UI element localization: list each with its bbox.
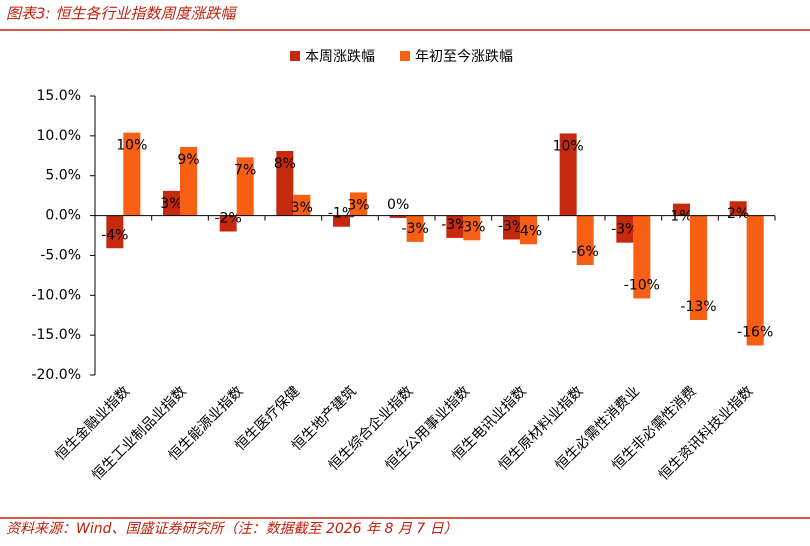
data-label: -3% [611,222,638,238]
data-label: 10% [116,138,147,154]
y-tick-label: 5.0% [45,168,81,184]
data-label: -4% [515,223,542,239]
bar [163,190,180,216]
data-label: -6% [572,244,599,260]
bar [576,215,594,265]
y-tick-label: 0.0% [45,208,81,224]
data-label: -13% [680,299,716,315]
bar [236,157,254,216]
bar [406,215,424,242]
legend-swatch [290,51,300,61]
y-tick-label: 10.0% [37,128,81,144]
bar [520,215,537,245]
legend-label: 年初至今涨跌幅 [415,48,513,65]
chart-title: 图表3: 恒生各行业指数周度涨跌幅 [6,5,238,23]
data-label: -3% [402,221,429,237]
data-label: -3% [441,217,468,233]
legend-label: 本周涨跌幅 [305,49,375,65]
data-label: -4% [101,227,128,243]
bar [123,132,141,216]
bar [559,133,577,216]
bar [690,215,707,320]
data-label: 3% [291,200,313,216]
data-label: -1% [328,206,355,222]
bar [389,215,407,218]
data-label: -3% [458,219,485,235]
data-label: 9% [177,152,199,168]
data-label: 8% [274,156,296,172]
source: 资料来源：Wind、国盛证券研究所（注：数据截至 2026 年 8 月 7 日） [6,521,458,537]
bar [673,203,690,216]
data-label: 2% [727,206,749,222]
bar [746,215,764,346]
bar [463,215,481,241]
bar [106,215,124,249]
data-label: 3% [160,196,182,212]
y-tick-label: -20.0% [31,367,81,383]
data-label: 7% [234,162,256,178]
y-tick-label: -10.0% [31,287,81,303]
legend-swatch [400,51,410,61]
x-tick-label: 恒生资讯科技业指数 [656,383,756,483]
bar [333,215,350,227]
bar [219,215,237,232]
data-label: -16% [737,325,773,341]
y-tick-label: -5.0% [40,247,81,263]
y-tick-label: 15.0% [37,88,81,104]
data-label: -2% [215,211,242,227]
data-label: 1% [670,209,692,225]
x-tick-label: 恒生工业制品业指数 [89,383,189,483]
data-label: 0% [387,197,409,213]
bar [633,215,651,299]
data-label: 10% [553,138,584,154]
bar [276,151,294,216]
bar [616,215,634,243]
bar [180,147,197,216]
bar [729,201,747,216]
bar [350,192,367,216]
data-label: -10% [624,277,660,293]
bar [503,215,520,240]
bar [446,215,464,238]
data-label: -3% [498,218,525,234]
y-tick-label: -15.0% [31,327,81,343]
data-label: 3% [347,197,369,213]
bar [293,194,311,216]
